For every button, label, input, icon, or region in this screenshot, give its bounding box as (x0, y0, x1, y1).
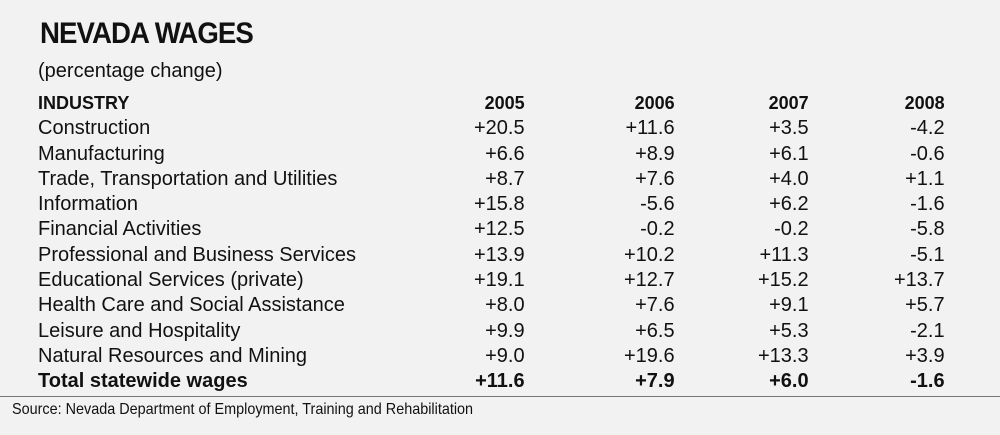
value-2005: +8.0 (485, 294, 525, 317)
value-2008: -5.8 (910, 218, 945, 241)
value-2007: +4.0 (769, 167, 809, 190)
value-2005: +13.9 (474, 243, 525, 266)
table-row: Health Care and Social Assistance +8.0 +7.… (38, 293, 945, 318)
value-2008: -1.6 (910, 193, 945, 216)
value-2008: -1.6 (910, 370, 945, 393)
industry-label: Leisure and Hospitality (38, 319, 241, 342)
value-2008: -4.2 (910, 117, 945, 140)
value-2005: +9.0 (485, 344, 525, 367)
value-2007: -0.2 (774, 218, 809, 241)
value-2007: +11.3 (759, 243, 809, 266)
value-2006: +10.2 (624, 243, 675, 266)
value-2007: +6.0 (769, 370, 809, 393)
column-header-2008: 2008 (904, 93, 945, 113)
value-2008: +5.7 (905, 294, 945, 317)
value-2005: +15.8 (474, 193, 525, 216)
value-2007: +9.1 (769, 294, 809, 317)
chart-title: NEVADA WAGES (40, 17, 254, 50)
value-2008: +13.7 (894, 269, 945, 292)
industry-label: Manufacturing (38, 142, 165, 165)
industry-label: Trade, Transportation and Utilities (38, 167, 338, 190)
value-2006: +7.6 (635, 294, 675, 317)
value-2008: +3.9 (905, 344, 945, 367)
value-2006: +11.6 (625, 117, 675, 140)
column-header-2005: 2005 (484, 93, 525, 113)
value-2007: +3.5 (769, 117, 809, 140)
value-2006: +7.9 (635, 370, 675, 393)
table-row: Natural Resources and Mining +9.0 +19.6 +13… (38, 344, 945, 369)
column-header-2007: 2007 (768, 93, 809, 113)
value-2008: -5.1 (910, 243, 945, 266)
industry-label: Natural Resources and Mining (38, 344, 308, 367)
source-note: Source: Nevada Department of Employment,… (12, 401, 474, 418)
value-2005: +12.5 (474, 218, 525, 241)
value-2006: -0.2 (640, 218, 675, 241)
column-header-industry: INDUSTRY (38, 93, 130, 113)
value-2005: +6.6 (485, 142, 525, 165)
total-row: Total statewide wages +11.6 +7.9 +6.0 -1.6 (38, 369, 945, 394)
value-2005: +11.6 (475, 370, 525, 393)
value-2006: +7.6 (635, 167, 675, 190)
source-divider (0, 396, 1000, 397)
table-row: Information +15.8 -5.6 +6.2 -1.6 (38, 192, 945, 217)
value-2005: +8.7 (485, 167, 525, 190)
industry-label: Professional and Business Services (38, 243, 356, 266)
industry-label: Total statewide wages (38, 370, 248, 393)
value-2006: +8.9 (635, 142, 675, 165)
industry-label: Information (38, 193, 139, 216)
column-header-2006: 2006 (634, 93, 675, 113)
table-row: Educational Services (private) +19.1 +12.7… (38, 268, 945, 293)
header-row: INDUSTRY 2005 2006 2007 2008 (38, 91, 945, 116)
value-2005: +20.5 (474, 117, 525, 140)
table-row: Leisure and Hospitality +9.9 +6.5 +5.3 -2.1 (38, 319, 945, 344)
value-2006: +19.6 (624, 344, 675, 367)
value-2006: +6.5 (635, 319, 675, 342)
wages-table: INDUSTRY 2005 2006 2007 2008 Constructio… (38, 91, 945, 395)
chart-subtitle: (percentage change) (38, 60, 223, 82)
value-2008: +1.1 (905, 167, 945, 190)
table-row: Financial Activities +12.5 -0.2 -0.2 -5.8 (38, 217, 945, 242)
value-2007: +13.3 (758, 344, 809, 367)
table-body: Construction +20.5 +11.6 +3.5 -4.2 Manufactur… (38, 116, 945, 394)
industry-label: Construction (38, 117, 151, 140)
industry-label: Educational Services (private) (38, 269, 304, 292)
value-2007: +15.2 (758, 269, 809, 292)
table-row: Professional and Business Services +13.9 +… (38, 243, 945, 268)
value-2005: +9.9 (485, 319, 525, 342)
table-row: Construction +20.5 +11.6 +3.5 -4.2 (38, 116, 945, 141)
value-2008: -0.6 (910, 142, 945, 165)
value-2005: +19.1 (474, 269, 525, 292)
value-2008: -2.1 (910, 319, 945, 342)
industry-label: Health Care and Social Assistance (38, 294, 345, 317)
industry-label: Financial Activities (38, 218, 202, 241)
table-row: Manufacturing +6.6 +8.9 +6.1 -0.6 (38, 142, 945, 167)
value-2006: +12.7 (624, 269, 675, 292)
value-2006: -5.6 (640, 193, 675, 216)
table-row: Trade, Transportation and Utilities +8.7 +… (38, 167, 945, 192)
value-2007: +6.1 (769, 142, 809, 165)
value-2007: +5.3 (769, 319, 809, 342)
value-2007: +6.2 (769, 193, 809, 216)
